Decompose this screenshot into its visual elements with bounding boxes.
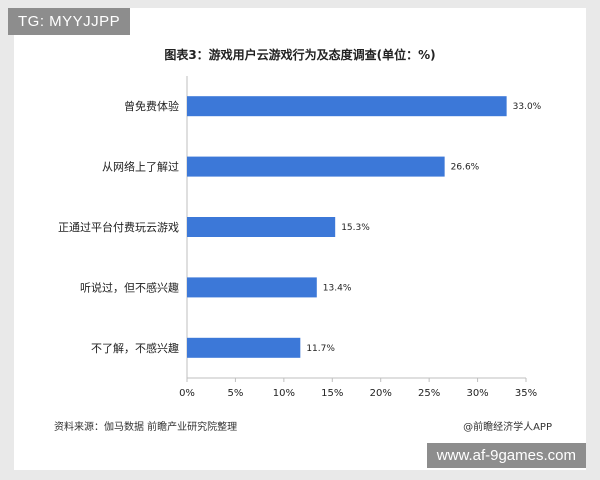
bar xyxy=(187,277,317,298)
x-tick-label: 35% xyxy=(515,388,537,399)
x-tick-label: 10% xyxy=(273,388,295,399)
x-tick-label: 0% xyxy=(179,388,195,399)
category-label: 不了解，不感兴趣 xyxy=(91,341,179,355)
bar xyxy=(187,96,507,117)
chart-title: 图表3：游戏用户云游戏行为及态度调查(单位：%) xyxy=(164,48,436,62)
x-tick-label: 25% xyxy=(418,388,440,399)
credit-note: @前瞻经济学人APP xyxy=(463,422,552,433)
x-tick-label: 20% xyxy=(370,388,392,399)
category-label: 听说过，但不感兴趣 xyxy=(80,280,179,294)
category-label: 从网络上了解过 xyxy=(102,160,179,174)
category-label: 曾免费体验 xyxy=(124,99,179,113)
bar xyxy=(187,217,336,237)
chart-card xyxy=(14,8,586,470)
x-tick-label: 30% xyxy=(466,388,488,399)
source-note: 资料来源：伽马数据 前瞻产业研究院整理 xyxy=(54,422,238,433)
tg-watermark-badge: TG: MYYJJPP xyxy=(8,8,131,35)
category-label: 正通过平台付费玩云游戏 xyxy=(58,220,179,234)
data-label: 11.7% xyxy=(306,344,335,354)
data-label: 15.3% xyxy=(341,223,370,233)
data-label: 33.0% xyxy=(513,102,542,112)
url-watermark-badge: www.af-9games.com xyxy=(426,443,586,468)
x-tick-label: 5% xyxy=(227,388,243,399)
data-label: 26.6% xyxy=(451,163,480,173)
x-tick-label: 15% xyxy=(321,388,343,399)
bar xyxy=(187,156,445,177)
bar xyxy=(187,337,301,358)
data-label: 13.4% xyxy=(323,283,352,293)
